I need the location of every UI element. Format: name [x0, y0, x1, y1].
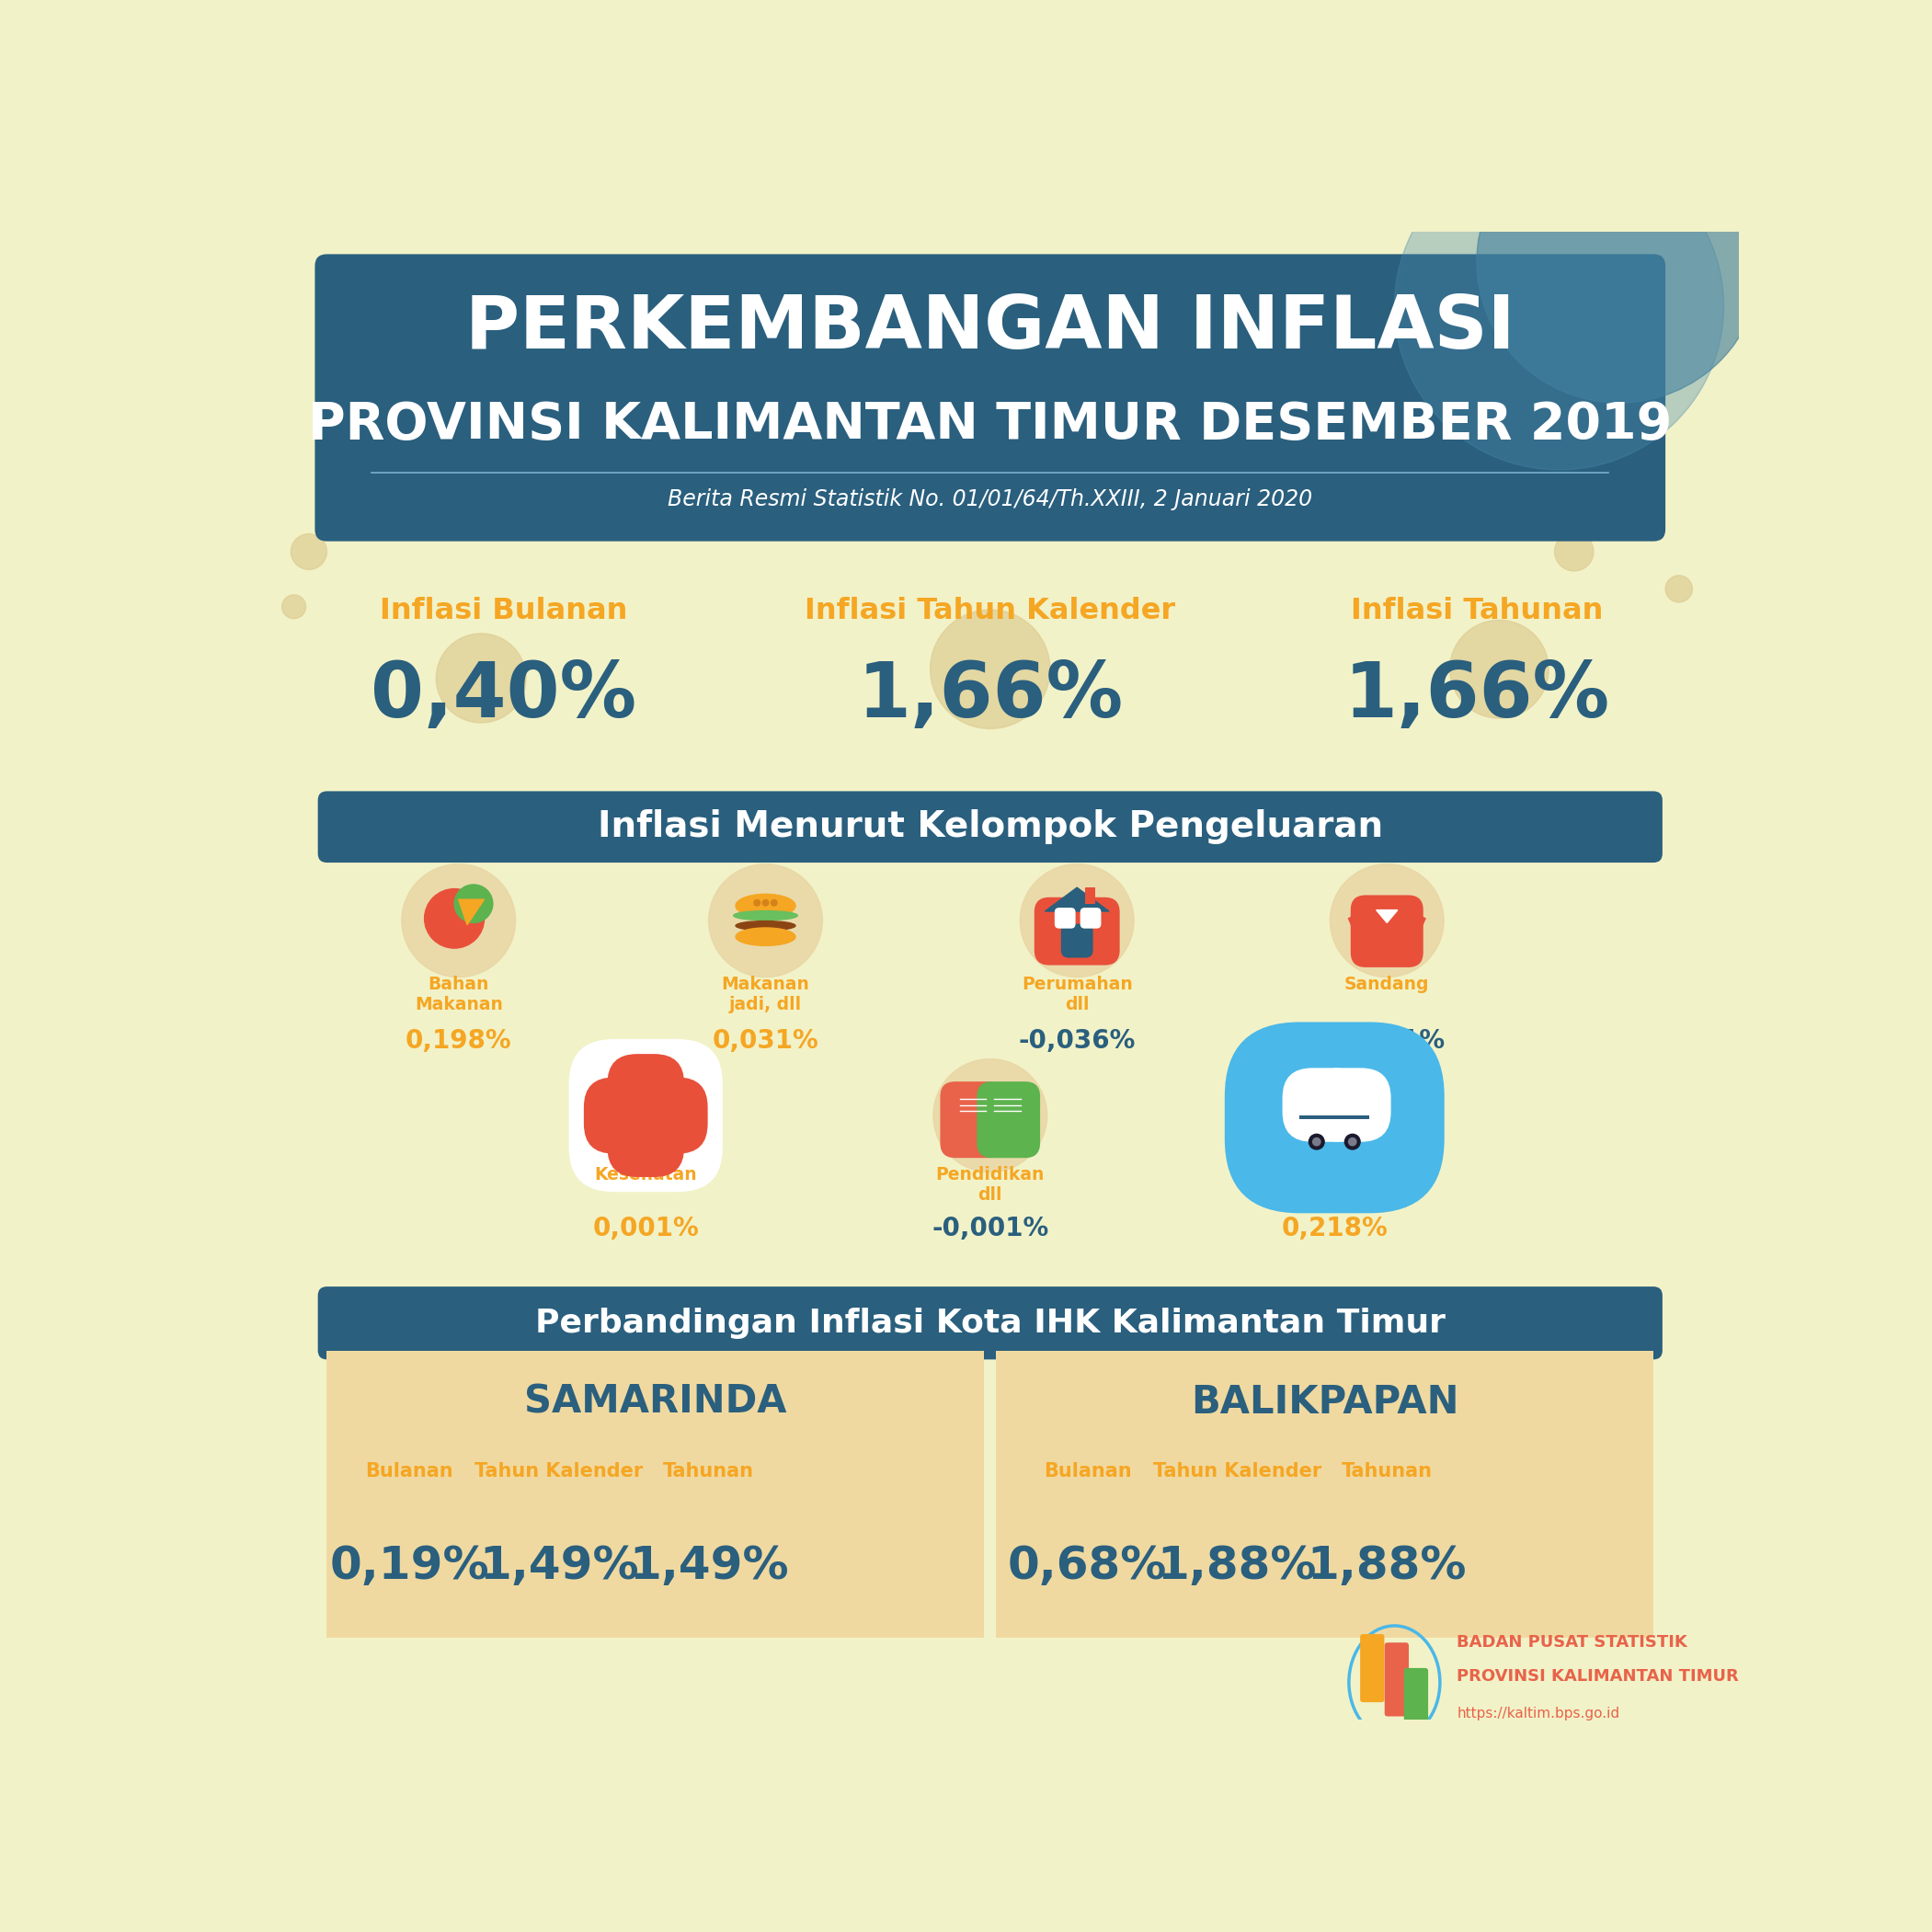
- Circle shape: [1277, 1059, 1391, 1173]
- Polygon shape: [1349, 910, 1366, 933]
- Ellipse shape: [736, 922, 796, 931]
- Text: Inflasi Tahunan: Inflasi Tahunan: [1350, 597, 1604, 626]
- FancyBboxPatch shape: [327, 1350, 983, 1638]
- Text: PROVINSI KALIMANTAN TIMUR: PROVINSI KALIMANTAN TIMUR: [1457, 1669, 1739, 1685]
- FancyBboxPatch shape: [1385, 1642, 1408, 1716]
- Text: 1,49%: 1,49%: [479, 1544, 639, 1588]
- Text: Tahun Kalender: Tahun Kalender: [1153, 1463, 1321, 1480]
- Polygon shape: [1045, 887, 1109, 912]
- FancyBboxPatch shape: [1061, 923, 1094, 958]
- FancyBboxPatch shape: [1283, 1068, 1364, 1142]
- Text: Transportasi: Transportasi: [1273, 1167, 1395, 1184]
- FancyBboxPatch shape: [1055, 908, 1076, 929]
- Text: -0,011%: -0,011%: [1329, 1028, 1445, 1055]
- Circle shape: [1395, 143, 1723, 469]
- Text: -0,036%: -0,036%: [1018, 1028, 1136, 1055]
- Text: 1,49%: 1,49%: [628, 1544, 788, 1588]
- Polygon shape: [458, 900, 485, 925]
- Text: Makanan
jadi, dll: Makanan jadi, dll: [721, 976, 810, 1014]
- FancyBboxPatch shape: [1225, 1022, 1445, 1213]
- Circle shape: [1312, 1138, 1320, 1146]
- FancyBboxPatch shape: [319, 792, 1662, 862]
- Circle shape: [402, 864, 516, 978]
- Text: 1,88%: 1,88%: [1157, 1544, 1318, 1588]
- FancyBboxPatch shape: [568, 1039, 723, 1192]
- Text: Tahunan: Tahunan: [1341, 1463, 1432, 1480]
- Text: Sandang: Sandang: [1345, 976, 1430, 993]
- FancyBboxPatch shape: [315, 255, 1665, 541]
- FancyBboxPatch shape: [997, 1350, 1654, 1638]
- Text: 0,218%: 0,218%: [1281, 1215, 1387, 1242]
- Text: Inflasi Menurut Kelompok Pengeluaran: Inflasi Menurut Kelompok Pengeluaran: [597, 810, 1383, 844]
- Circle shape: [1476, 120, 1762, 404]
- FancyBboxPatch shape: [583, 1078, 707, 1153]
- Text: 0,031%: 0,031%: [713, 1028, 819, 1055]
- Text: Inflasi Bulanan: Inflasi Bulanan: [381, 597, 628, 626]
- Text: -0,001%: -0,001%: [931, 1215, 1049, 1242]
- Text: SAMARINDA: SAMARINDA: [524, 1383, 786, 1422]
- Circle shape: [1349, 1138, 1356, 1146]
- FancyBboxPatch shape: [941, 1082, 1003, 1157]
- Circle shape: [1345, 1134, 1360, 1150]
- Circle shape: [589, 1059, 703, 1173]
- Text: PROVINSI KALIMANTAN TIMUR DESEMBER 2019: PROVINSI KALIMANTAN TIMUR DESEMBER 2019: [309, 400, 1671, 450]
- FancyBboxPatch shape: [1360, 1634, 1385, 1702]
- Ellipse shape: [734, 910, 798, 920]
- Text: Tahun Kalender: Tahun Kalender: [475, 1463, 643, 1480]
- Circle shape: [771, 900, 777, 906]
- FancyBboxPatch shape: [1034, 896, 1121, 966]
- Text: 0,68%: 0,68%: [1009, 1544, 1167, 1588]
- Text: BALIKPAPAN: BALIKPAPAN: [1190, 1383, 1459, 1422]
- FancyBboxPatch shape: [978, 1082, 1039, 1157]
- Ellipse shape: [736, 927, 796, 945]
- Text: Kesehatan: Kesehatan: [595, 1167, 697, 1184]
- Text: 1,66%: 1,66%: [1345, 659, 1609, 734]
- FancyBboxPatch shape: [607, 1055, 684, 1177]
- Circle shape: [425, 889, 485, 949]
- Text: 1,66%: 1,66%: [858, 659, 1122, 734]
- Circle shape: [1020, 864, 1134, 978]
- Circle shape: [437, 634, 526, 723]
- Circle shape: [454, 885, 493, 923]
- Polygon shape: [1376, 910, 1397, 923]
- Text: https://kaltim.bps.go.id: https://kaltim.bps.go.id: [1457, 1706, 1619, 1719]
- Circle shape: [933, 1059, 1047, 1173]
- Text: 0,19%: 0,19%: [328, 1544, 489, 1588]
- Circle shape: [1449, 620, 1549, 719]
- Polygon shape: [1408, 910, 1426, 933]
- Text: Pendidikan
dll: Pendidikan dll: [935, 1167, 1045, 1204]
- Circle shape: [931, 611, 1051, 728]
- Text: 0,001%: 0,001%: [593, 1215, 699, 1242]
- FancyBboxPatch shape: [1080, 908, 1101, 929]
- FancyBboxPatch shape: [1300, 1115, 1370, 1119]
- Circle shape: [1329, 864, 1443, 978]
- Circle shape: [753, 900, 759, 906]
- FancyBboxPatch shape: [1086, 887, 1095, 904]
- Text: Berita Resmi Statistik No. 01/01/64/Th.XXIII, 2 Januari 2020: Berita Resmi Statistik No. 01/01/64/Th.X…: [668, 489, 1312, 510]
- Text: Inflasi Tahun Kalender: Inflasi Tahun Kalender: [806, 597, 1175, 626]
- Text: Tahunan: Tahunan: [663, 1463, 753, 1480]
- FancyBboxPatch shape: [1350, 895, 1424, 968]
- FancyBboxPatch shape: [1308, 1068, 1391, 1142]
- Circle shape: [763, 900, 769, 906]
- Text: PERKEMBANGAN INFLASI: PERKEMBANGAN INFLASI: [466, 292, 1515, 365]
- Circle shape: [1308, 1134, 1323, 1150]
- Text: 0,40%: 0,40%: [371, 659, 636, 734]
- Text: 1,88%: 1,88%: [1308, 1544, 1466, 1588]
- Text: 0,198%: 0,198%: [406, 1028, 512, 1055]
- Text: Bahan
Makanan: Bahan Makanan: [415, 976, 502, 1014]
- Ellipse shape: [736, 895, 796, 918]
- FancyBboxPatch shape: [319, 1287, 1662, 1360]
- Circle shape: [292, 533, 327, 570]
- Text: Bulanan: Bulanan: [365, 1463, 454, 1480]
- Circle shape: [709, 864, 823, 978]
- Circle shape: [1665, 576, 1692, 603]
- Text: BADAN PUSAT STATISTIK: BADAN PUSAT STATISTIK: [1457, 1634, 1687, 1652]
- Circle shape: [1555, 533, 1594, 572]
- Circle shape: [282, 595, 305, 618]
- Text: Perumahan
dll: Perumahan dll: [1022, 976, 1132, 1014]
- FancyBboxPatch shape: [1405, 1667, 1428, 1725]
- Text: Bulanan: Bulanan: [1043, 1463, 1132, 1480]
- Text: Perbandingan Inflasi Kota IHK Kalimantan Timur: Perbandingan Inflasi Kota IHK Kalimantan…: [535, 1308, 1445, 1339]
